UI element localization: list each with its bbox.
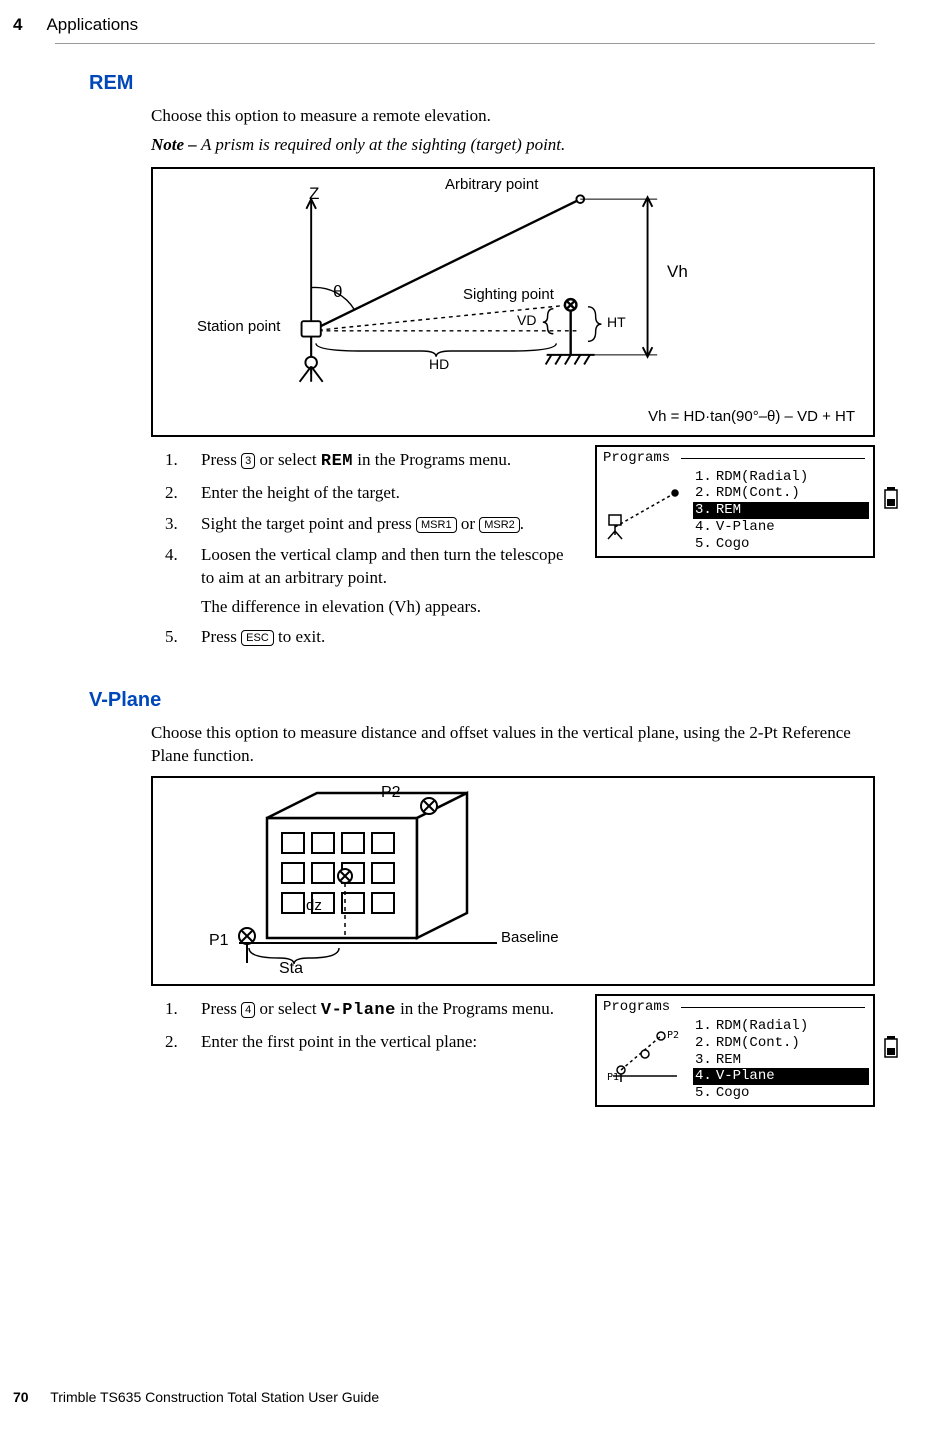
mono-rem: REM xyxy=(321,452,353,471)
rem-step-5: Press ESC to exit. xyxy=(151,626,577,649)
label-vh: Vh xyxy=(667,261,688,284)
rem-steps: Press 3 or select REM in the Programs me… xyxy=(151,449,577,650)
lcd-title: Programs xyxy=(603,450,869,467)
lcd-menu-item: 2.RDM(Cont.) xyxy=(693,485,869,502)
key-msr2-icon: MSR2 xyxy=(479,517,520,533)
lcd-menu-item: 3.REM xyxy=(693,502,869,519)
key-esc-icon: ESC xyxy=(241,630,274,646)
svg-text:P1: P1 xyxy=(607,1072,619,1083)
rem-step-4-result: The difference in elevation (Vh) appears… xyxy=(201,596,577,619)
rem-note: Note – A prism is required only at the s… xyxy=(151,134,875,157)
label-ht: HT xyxy=(607,313,626,332)
label-station-point: Station point xyxy=(197,317,280,337)
label-dz: dz xyxy=(306,896,322,916)
book-title: Trimble TS635 Construction Total Station… xyxy=(50,1389,379,1405)
svg-text:P2: P2 xyxy=(667,1030,679,1041)
lcd-menu-item: 5.Cogo xyxy=(693,1085,869,1102)
label-baseline: Baseline xyxy=(501,928,559,948)
lcd-menu-item: 5.Cogo xyxy=(693,536,869,553)
lcd-menu-item: 3.REM xyxy=(693,1052,869,1069)
lcd-menu-2: 1.RDM(Radial)2.RDM(Cont.)3.REM4.V-Plane5… xyxy=(689,1018,869,1102)
vplane-diagram-svg xyxy=(167,788,587,978)
rem-step-2: Enter the height of the target. xyxy=(151,482,577,505)
rem-heading: REM xyxy=(89,70,875,97)
label-p1: P1 xyxy=(209,930,229,952)
key-4-icon: 4 xyxy=(241,1002,255,1018)
label-z: Z xyxy=(309,183,319,206)
vplane-steps: Press 4 or select V-Plane in the Program… xyxy=(151,998,577,1054)
chapter-number: 4 xyxy=(13,14,22,37)
battery-icon-2 xyxy=(883,1034,899,1060)
vplane-step-1: Press 4 or select V-Plane in the Program… xyxy=(151,998,577,1023)
lcd-menu: 1.RDM(Radial)2.RDM(Cont.)3.REM4.V-Plane5… xyxy=(689,469,869,553)
vplane-intro: Choose this option to measure distance a… xyxy=(151,722,875,768)
lcd-menu-item: 1.RDM(Radial) xyxy=(693,1018,869,1035)
lcd-menu-item: 1.RDM(Radial) xyxy=(693,469,869,486)
vplane-figure: P1 P2 dz Sta Baseline xyxy=(151,776,875,986)
rem-step-3: Sight the target point and press MSR1 or… xyxy=(151,513,577,536)
note-body: A prism is required only at the sighting… xyxy=(201,135,565,154)
label-p2: P2 xyxy=(381,782,401,804)
rem-lcd-screen: Programs xyxy=(595,445,875,558)
label-vd: VD xyxy=(517,311,536,330)
label-sighting-point: Sighting point xyxy=(463,285,554,305)
page-footer: 70 Trimble TS635 Construction Total Stat… xyxy=(13,1388,379,1407)
label-theta: θ xyxy=(333,281,342,304)
rem-step-4: Loosen the vertical clamp and then turn … xyxy=(151,544,577,619)
lcd-title-2: Programs xyxy=(603,999,869,1016)
mono-vplane: V-Plane xyxy=(321,1001,396,1020)
label-formula: Vh = HD·tan(90°–θ) – VD + HT xyxy=(648,407,855,427)
battery-icon xyxy=(883,485,899,511)
page-number: 70 xyxy=(13,1389,29,1405)
key-msr1-icon: MSR1 xyxy=(416,517,457,533)
label-arbitrary-point: Arbitrary point xyxy=(445,175,538,195)
note-label: Note – xyxy=(151,135,201,154)
lcd-menu-item: 4.V-Plane xyxy=(693,1068,869,1085)
key-3-icon: 3 xyxy=(241,453,255,469)
lcd-left-icon xyxy=(603,469,689,541)
vplane-step-2: Enter the first point in the vertical pl… xyxy=(151,1031,577,1054)
rem-intro: Choose this option to measure a remote e… xyxy=(151,105,875,128)
lcd-menu-item: 2.RDM(Cont.) xyxy=(693,1035,869,1052)
chapter-title: Applications xyxy=(46,14,138,37)
rem-figure: Arbitrary point Sighting point Station p… xyxy=(151,167,875,437)
vplane-heading: V-Plane xyxy=(89,687,875,714)
lcd-left-icon-2: P1 P2 xyxy=(603,1018,689,1090)
lcd-menu-item: 4.V-Plane xyxy=(693,519,869,536)
page-header: 4 Applications xyxy=(55,0,875,44)
rem-step-1: Press 3 or select REM in the Programs me… xyxy=(151,449,577,474)
label-hd: HD xyxy=(429,355,449,374)
label-sta: Sta xyxy=(279,958,303,980)
vplane-lcd-screen: Programs P1 xyxy=(595,994,875,1107)
